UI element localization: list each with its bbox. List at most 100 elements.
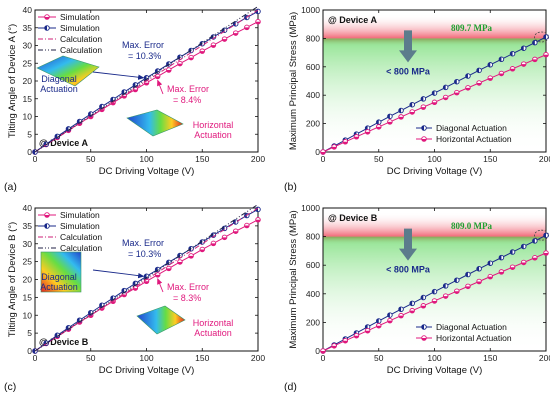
- series-sim_d-point-fill: [144, 273, 147, 279]
- series-sim_h-point-fill: [211, 45, 216, 48]
- series-line-calc_h: [34, 9, 259, 153]
- x-axis-label: DC Driving Voltage (V): [387, 365, 483, 376]
- series-sim_h-point-fill: [255, 219, 261, 223]
- series-sim_d-point-fill: [110, 295, 114, 301]
- series-sim_h-point-fill: [199, 249, 205, 252]
- x-tick-label: 200: [539, 353, 550, 363]
- panel-label: (b): [284, 181, 297, 193]
- series-horz-point-fill: [487, 276, 493, 279]
- series-diag-point-fill: [521, 244, 524, 249]
- series-horz-point-fill: [532, 257, 538, 261]
- legend-entry-sim_h: Simulation: [60, 12, 100, 22]
- series-horz-point-fill: [365, 131, 370, 135]
- legend-entry-diag: Diagonal Actuation: [436, 123, 507, 133]
- horizontal-mirror-inset: [136, 305, 186, 335]
- x-tick-label: 150: [483, 154, 497, 164]
- series-sim_h-point-fill: [188, 255, 194, 259]
- diagonal-actuation-label-1: Diagonal: [41, 272, 77, 282]
- x-tick-label: 150: [195, 154, 209, 164]
- series-diag-point-fill: [532, 238, 535, 244]
- y-axis-label: Tilting Angle of Device A (°): [7, 24, 18, 138]
- x-tick-label: 150: [483, 353, 497, 363]
- series-horz-point-fill: [476, 281, 482, 284]
- series-sim_d-point-fill: [77, 119, 80, 124]
- series-diag-point-fill: [432, 90, 435, 96]
- series-sim_h-point-fill: [199, 51, 205, 54]
- series-diag-point-fill: [510, 249, 513, 255]
- series-horz-point-fill: [499, 73, 504, 76]
- y-tick-label: 30: [23, 239, 33, 249]
- horizontal-callout-arrow: [157, 79, 164, 95]
- y-tick-label: 25: [23, 58, 33, 68]
- horizontal-mirror-inset: [126, 109, 184, 137]
- series-line-calc_h: [34, 207, 259, 352]
- panel-label: (a): [4, 181, 17, 193]
- y-axis-label: Maximum Principal Stress (MPa): [288, 210, 299, 348]
- series-diag-point-fill: [487, 260, 491, 266]
- x-tick-label: 200: [539, 154, 550, 164]
- y-tick-label: 0: [27, 147, 32, 157]
- horizontal-actuation-label-1: Horizontal: [193, 120, 234, 130]
- series-horz-point-fill: [331, 146, 337, 150]
- y-tick-label: 40: [23, 5, 33, 15]
- series-horz-point-fill: [354, 136, 359, 140]
- series-sim_d-point-fill: [32, 149, 35, 155]
- series-horz-point-fill: [521, 262, 526, 265]
- diagonal-callout-arrow: [92, 269, 145, 279]
- series-horz-point-fill: [432, 102, 437, 105]
- y-tick-label: 200: [306, 119, 320, 129]
- series-horz-point-fill: [510, 68, 515, 72]
- safe-stress-label: < 800 MPa: [386, 265, 431, 275]
- series-sim_h-point-fill: [222, 39, 227, 42]
- legend-entry-sim_d: Simulation: [60, 221, 100, 231]
- series-diag-point-fill: [409, 102, 413, 108]
- y-tick-label: 1000: [301, 203, 320, 213]
- diagonal-mirror-inset: [36, 55, 100, 87]
- series-horz-point-fill: [510, 267, 515, 270]
- series-sim_d-point-fill: [121, 288, 125, 293]
- diagonal-actuation-label-2: Actuation: [40, 84, 78, 94]
- y-tick-label: 20: [23, 76, 33, 86]
- series-sim_h-point-fill: [166, 268, 172, 271]
- y-tick-label: 0: [315, 346, 320, 356]
- series-diag-point-fill: [465, 272, 468, 277]
- series-diag-point-fill: [499, 56, 502, 62]
- legend-diag-point-fill: [421, 125, 424, 131]
- y-tick-label: 5: [27, 129, 32, 139]
- series-sim_d-point-fill: [133, 82, 136, 88]
- series-horz-point-fill: [465, 286, 471, 289]
- y-tick-label: 20: [23, 275, 33, 285]
- x-tick-label: 150: [195, 353, 209, 363]
- y-axis-label: Maximum Principal Stress (MPa): [288, 12, 299, 150]
- horizontal-actuation-label-1: Horizontal: [193, 318, 234, 328]
- series-diag-point-fill: [443, 283, 446, 289]
- series-horz-point-fill: [454, 291, 460, 294]
- series-sim_h-point-fill: [166, 69, 172, 73]
- series-sim_h-point-fill: [155, 76, 160, 79]
- x-tick-label: 50: [86, 353, 96, 363]
- x-tick-label: 50: [374, 154, 384, 164]
- series-diag-point-fill: [499, 255, 502, 260]
- legend-entry-calc_h: Calculation: [60, 34, 102, 44]
- error-value-horizontal: = 8.3%: [173, 293, 201, 303]
- x-axis-label: DC Driving Voltage (V): [387, 166, 483, 177]
- series-sim_h-point-fill: [99, 109, 105, 112]
- error-label-diagonal: Max. Error: [122, 238, 164, 248]
- series-diag-point-fill: [376, 119, 379, 125]
- y-axis-label: Tilting Angle of Device B (°): [7, 222, 18, 337]
- diagonal-actuation-label-2: Actuation: [40, 282, 78, 292]
- device-label: @ Device B: [39, 337, 89, 347]
- x-tick-label: 100: [427, 353, 441, 363]
- series-sim_h-point-fill: [133, 89, 138, 92]
- series-sim_d-point-fill: [77, 317, 80, 323]
- series-diag-point-fill: [454, 79, 457, 85]
- y-tick-label: 30: [23, 41, 33, 51]
- legend-horz-point-fill: [421, 338, 427, 341]
- legend-sim_d-point-fill: [44, 25, 47, 31]
- horizontal-actuation-label-2: Actuation: [194, 328, 232, 338]
- x-tick-label: 50: [374, 353, 384, 363]
- series-horz-point-fill: [499, 271, 504, 275]
- peak-stress-label: 809.0 MPa: [451, 221, 492, 231]
- series-horz-point-fill: [365, 330, 370, 333]
